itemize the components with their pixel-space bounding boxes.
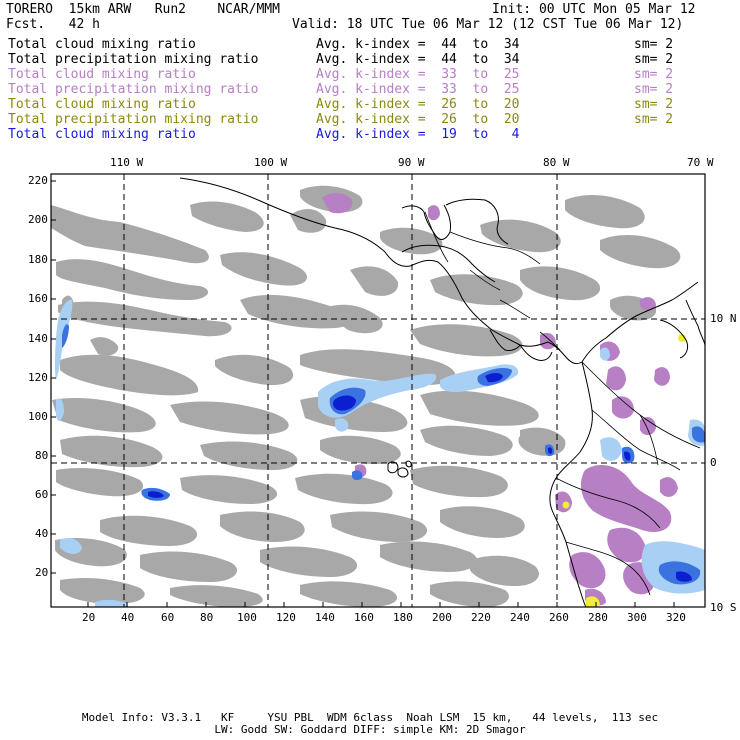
legend-row: Total cloud mixing ratio Avg. k-index = … xyxy=(8,127,732,142)
x-tick-label: 260 xyxy=(549,611,569,624)
legend-smoothing: sm= 2 xyxy=(634,67,674,82)
legend-field: Total cloud mixing ratio xyxy=(8,97,196,112)
physics-info: LW: Godd SW: Goddard DIFF: simple KM: 2D… xyxy=(214,723,526,736)
lon-label: 90 W xyxy=(398,156,425,169)
legend-row: Total cloud mixing ratio Avg. k-index = … xyxy=(8,97,732,112)
legend-field: Total precipitation mixing ratio xyxy=(8,112,259,127)
legend-row: Total precipitation mixing ratio Avg. k-… xyxy=(8,82,732,97)
y-tick-label: 100 xyxy=(28,410,48,423)
dark-blue-field xyxy=(148,373,692,582)
y-tick-label: 120 xyxy=(28,371,48,384)
x-tick-label: 300 xyxy=(627,611,647,624)
x-tick-label: 220 xyxy=(471,611,491,624)
x-tick-label: 140 xyxy=(315,611,335,624)
legend-field: Total precipitation mixing ratio xyxy=(8,82,259,97)
legend-kindex: Avg. k-index = 44 to 34 xyxy=(316,37,520,52)
y-tick-label: 160 xyxy=(28,292,48,305)
x-tick-label: 280 xyxy=(588,611,608,624)
coastline xyxy=(179,177,705,607)
init-time: Init: 00 UTC Mon 05 Mar 12 xyxy=(492,2,696,17)
legend-kindex: Avg. k-index = 26 to 20 xyxy=(316,112,520,127)
y-tick-label: 220 xyxy=(28,174,48,187)
valid-time: Valid: 18 UTC Tue 06 Mar 12 (12 CST Tue … xyxy=(292,17,684,32)
legend-kindex: Avg. k-index = 33 to 25 xyxy=(316,82,520,97)
purple-field xyxy=(322,192,678,606)
y-tick-label: 60 xyxy=(35,488,49,501)
legend-kindex: Avg. k-index = 19 to 4 xyxy=(316,127,520,142)
x-tick-label: 40 xyxy=(121,611,135,624)
legend-kindex: Avg. k-index = 33 to 25 xyxy=(316,67,520,82)
country-borders xyxy=(424,211,701,596)
plot-frame xyxy=(50,173,706,608)
x-tick-label: 180 xyxy=(393,611,413,624)
lat-lon-grid xyxy=(51,174,705,607)
lat-label: 10 N xyxy=(710,312,737,325)
x-tick-label: 240 xyxy=(510,611,530,624)
legend-kindex: Avg. k-index = 26 to 20 xyxy=(316,97,520,112)
legend-row: Total precipitation mixing ratio Avg. k-… xyxy=(8,112,732,127)
lon-label: 70 W xyxy=(687,156,714,169)
legend-field: Total precipitation mixing ratio xyxy=(8,52,259,67)
model-info: Model Info: V3.3.1 KF YSU PBL WDM 6class… xyxy=(81,711,659,724)
legend-smoothing: sm= 2 xyxy=(634,82,674,97)
legend-smoothing: sm= 2 xyxy=(634,112,674,127)
legend-field: Total cloud mixing ratio xyxy=(8,37,196,52)
legend-row: Total cloud mixing ratio Avg. k-index = … xyxy=(8,67,732,82)
lon-label: 100 W xyxy=(254,156,288,169)
x-tick-label: 100 xyxy=(237,611,257,624)
lon-label: 80 W xyxy=(543,156,570,169)
legend-kindex: Avg. k-index = 44 to 34 xyxy=(316,52,520,67)
legend-smoothing: sm= 2 xyxy=(634,37,674,52)
forecast-hour: Fcst. 42 h xyxy=(6,17,100,32)
lat-label: 0 xyxy=(710,456,717,469)
x-tick-label: 200 xyxy=(432,611,452,624)
model-title: TORERO 15km ARW Run2 NCAR/MMM xyxy=(6,2,280,17)
y-tick-label: 40 xyxy=(35,527,49,540)
legend-field: Total cloud mixing ratio xyxy=(8,127,196,142)
x-tick-label: 160 xyxy=(354,611,374,624)
x-tick-label: 80 xyxy=(200,611,214,624)
x-tick-label: 320 xyxy=(666,611,686,624)
tick-marks xyxy=(51,180,675,607)
lon-label: 110 W xyxy=(110,156,144,169)
legend-row: Total cloud mixing ratio Avg. k-index = … xyxy=(8,37,732,52)
y-tick-label: 200 xyxy=(28,213,48,226)
y-tick-label: 20 xyxy=(35,566,49,579)
x-tick-label: 20 xyxy=(82,611,96,624)
y-tick-label: 180 xyxy=(28,253,48,266)
legend-row: Total precipitation mixing ratio Avg. k-… xyxy=(8,52,732,67)
lat-label: 10 S xyxy=(710,601,737,614)
x-tick-label: 120 xyxy=(276,611,296,624)
y-tick-label: 80 xyxy=(35,449,49,462)
legend-smoothing: sm= 2 xyxy=(634,97,674,112)
x-tick-label: 60 xyxy=(161,611,175,624)
legend-smoothing: sm= 2 xyxy=(634,52,674,67)
y-tick-label: 140 xyxy=(28,332,48,345)
legend-field: Total cloud mixing ratio xyxy=(8,67,196,82)
